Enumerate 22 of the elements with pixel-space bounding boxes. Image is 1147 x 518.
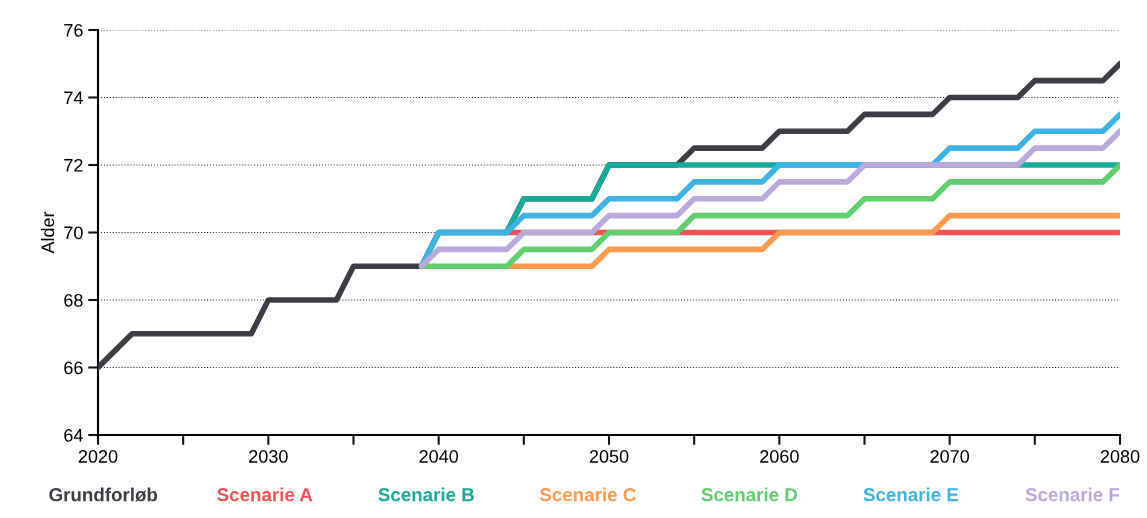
- text: Scenarie F: [1025, 487, 1120, 502]
- y-axis-title: Alder: [40, 211, 55, 254]
- x-tick-label: 2020: [78, 450, 118, 463]
- y-tick-label: 64: [64, 428, 83, 442]
- y-tick-label: 72: [64, 158, 83, 172]
- x-tick-label: 2060: [760, 450, 799, 463]
- text: Scenarie E: [863, 487, 959, 502]
- text: Scenarie C: [539, 487, 636, 502]
- text: Scenarie B: [378, 487, 474, 502]
- x-tick-label: 2030: [249, 450, 288, 463]
- y-tick-label: 68: [64, 293, 83, 307]
- x-tick-label: 2080: [1100, 450, 1140, 463]
- text: Scenarie D: [701, 487, 798, 502]
- y-tick-label: 76: [64, 23, 83, 37]
- text: Scenarie A: [217, 487, 313, 502]
- y-tick-label: 66: [64, 361, 83, 375]
- text: Grundforløb: [49, 487, 158, 502]
- y-tick-label: 70: [64, 226, 83, 240]
- x-tick-label: 2040: [419, 450, 459, 463]
- x-tick-label: 2070: [930, 450, 970, 463]
- y-tick-label: 74: [64, 91, 83, 105]
- x-tick-label: 2050: [589, 450, 629, 463]
